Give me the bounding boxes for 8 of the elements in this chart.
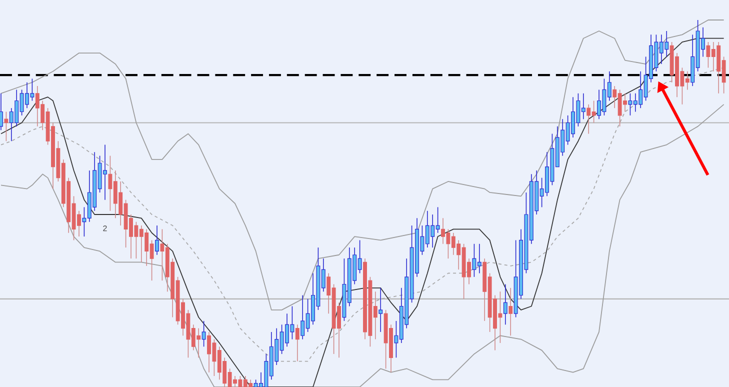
candlestick	[202, 320, 206, 348]
candlestick	[503, 284, 508, 326]
candlestick	[155, 225, 159, 256]
candlestick	[295, 324, 300, 362]
candlestick	[508, 288, 513, 336]
candlestick	[0, 93, 3, 130]
candlestick	[378, 288, 383, 332]
candlestick	[4, 111, 8, 142]
